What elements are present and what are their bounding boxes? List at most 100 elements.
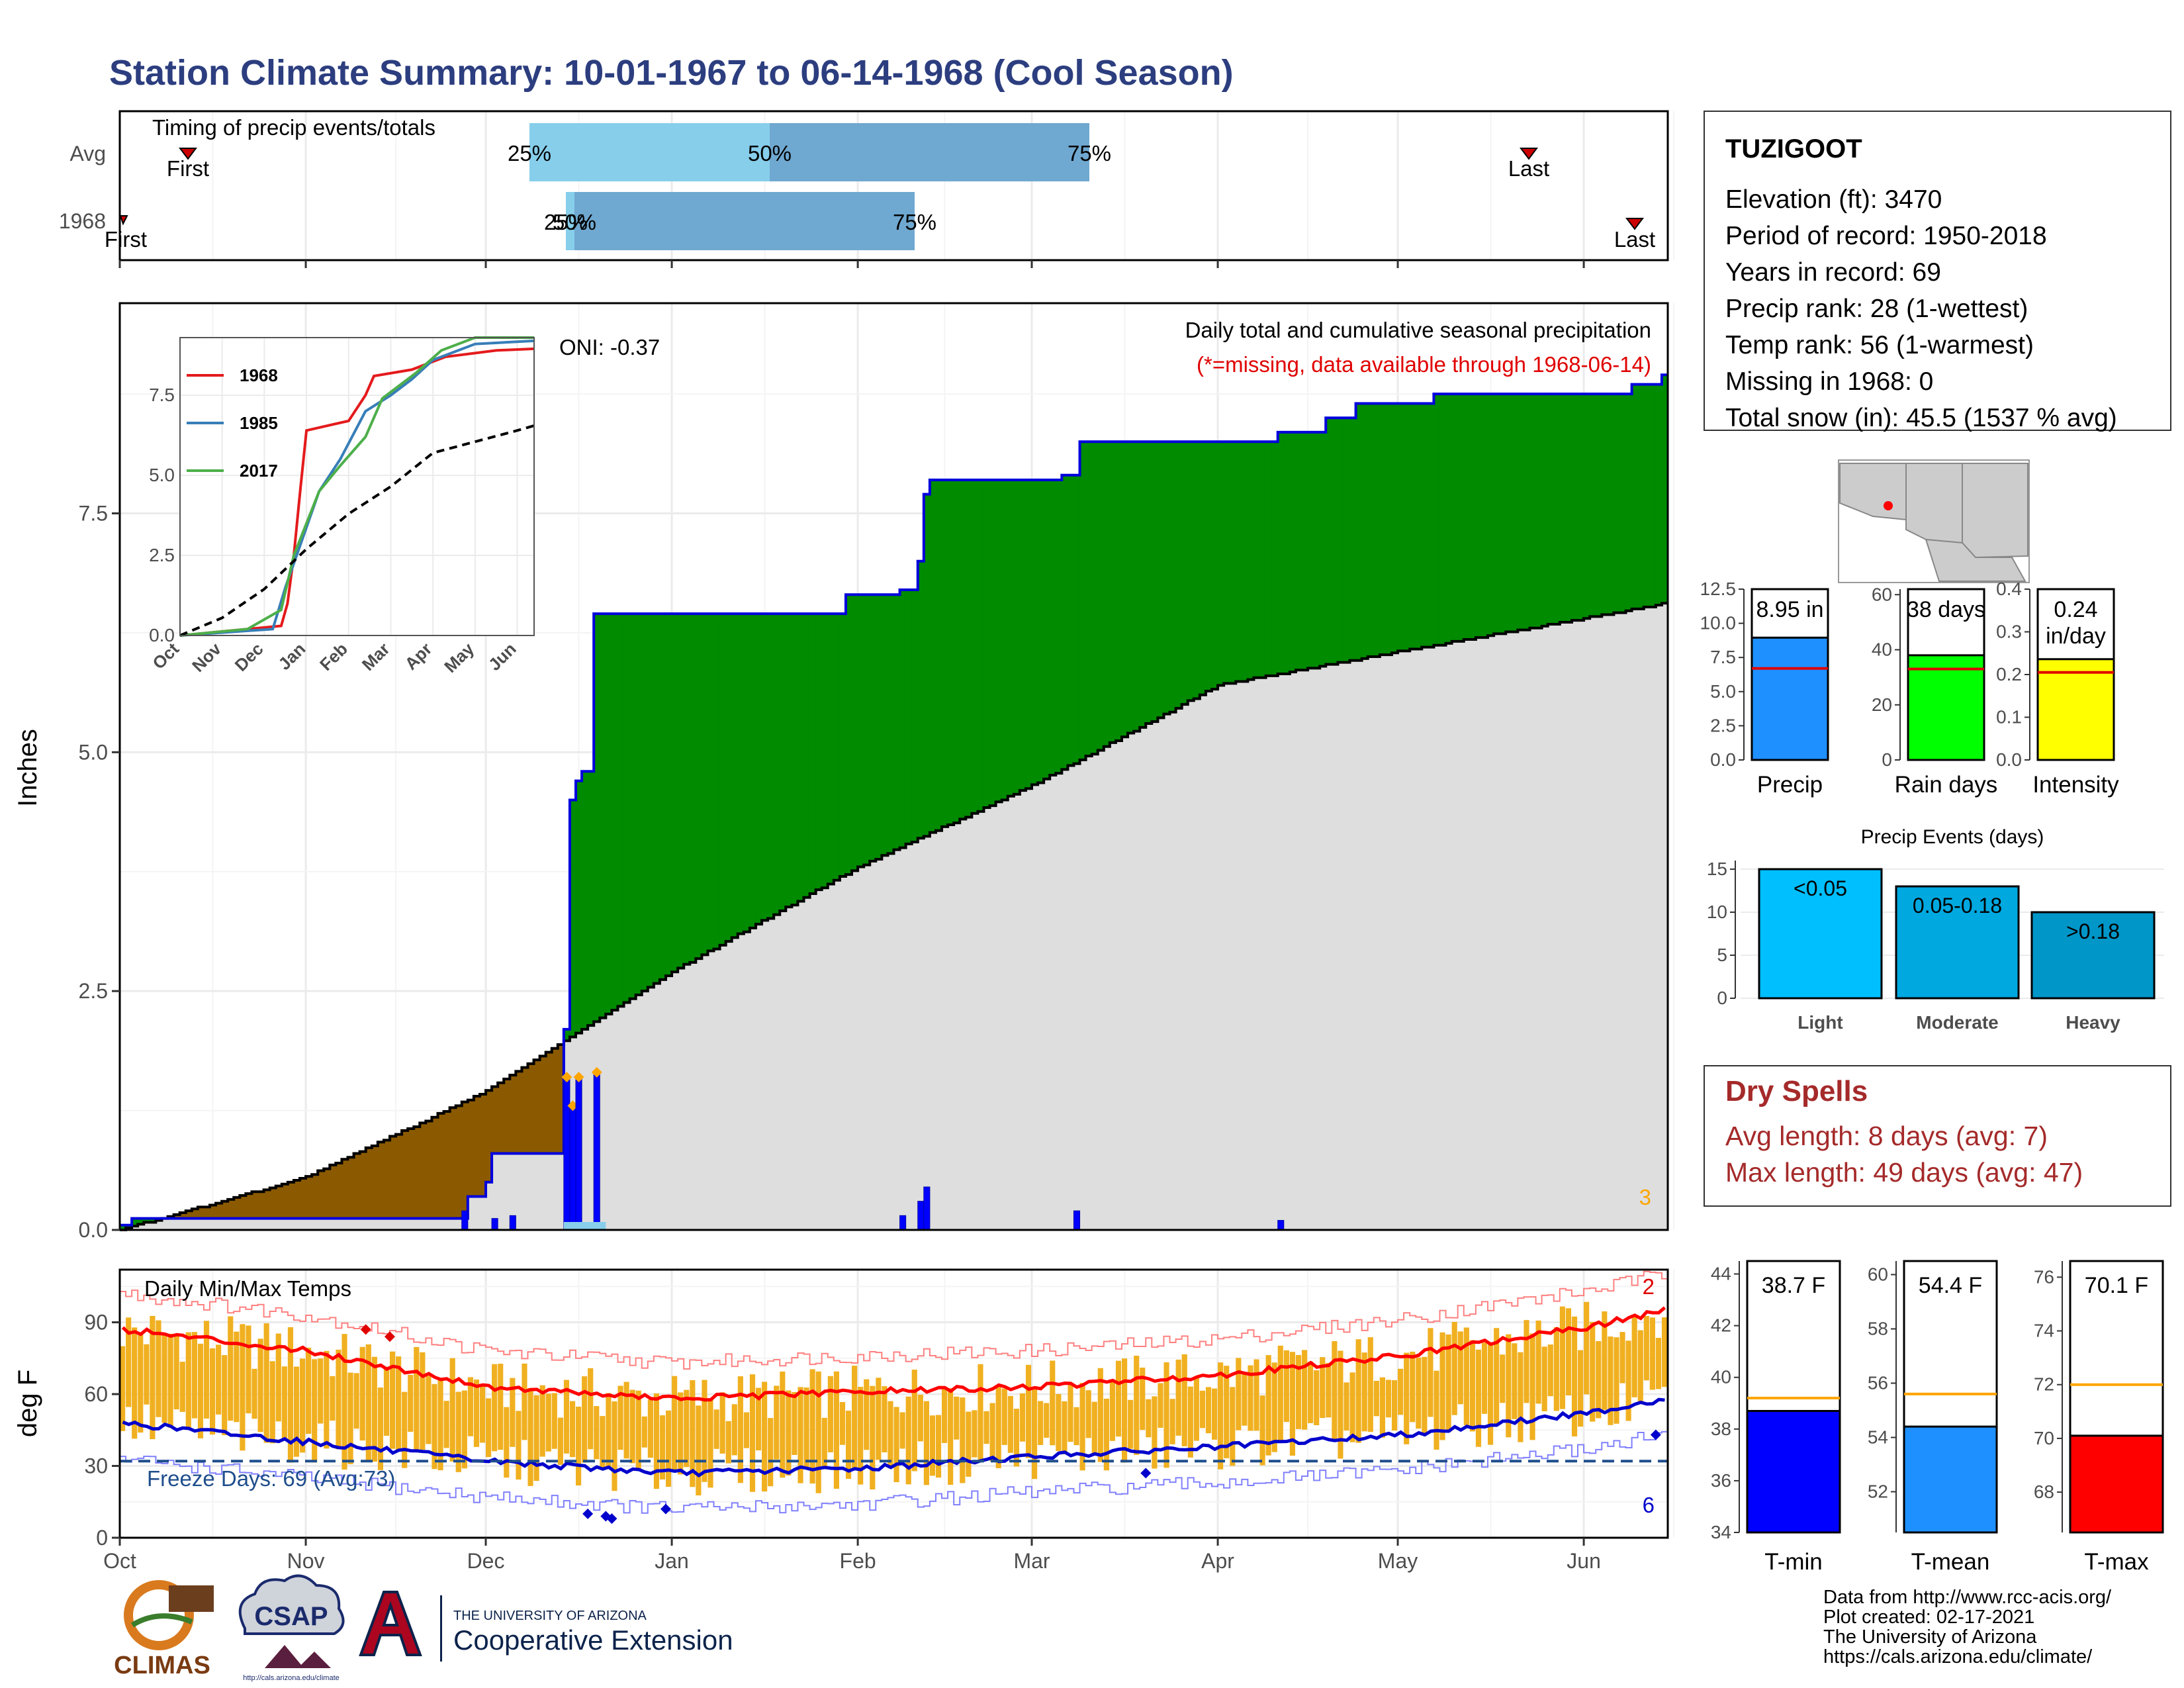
daily-temp-range-bar [1265,1355,1271,1456]
precip-surplus-area [762,614,768,921]
precip-surplus-area [803,614,811,898]
inset-legend-label: 1985 [240,413,278,433]
precip-surplus-area [1187,442,1195,701]
precip-surplus-area [713,614,721,949]
precip-surplus-area [1488,394,1494,636]
precip-deficit-area [173,1214,181,1219]
precip-deficit-area [353,1153,361,1219]
precip-surplus-area [1289,432,1297,673]
ua-logo-big-text: Cooperative Extension [453,1624,733,1656]
daily-temp-range-bar [659,1415,666,1479]
precip-event-bar [1895,885,2020,1000]
avg-p50-label: 50% [748,141,792,165]
daily-temp-range-bar [1367,1337,1373,1432]
y1968-bar-50-75 [574,192,915,250]
precip-surplus-area [755,614,762,925]
daily-temp-range-bar [1619,1332,1625,1383]
daily-temp-range-bar [1025,1364,1032,1458]
climas-logo: CLIMAS [114,1580,214,1679]
daily-temp-range-bar [1590,1322,1596,1422]
daily-temp-range-bar [1230,1387,1236,1466]
precip-deficit-area [269,1188,277,1219]
dry-spells-title: Dry Spells [1725,1075,1868,1107]
daily-precip-bar [593,1072,600,1231]
precip-surplus-area [1596,394,1602,617]
daily-temp-range-bar [1050,1360,1056,1446]
inset-bg [180,338,534,635]
precip-surplus-area [1224,442,1230,684]
temp-bar-tick-label: 42 [1711,1315,1731,1336]
corner-count: 3 [1639,1185,1651,1209]
precip-surplus-area [1433,394,1441,645]
daily-temp-range-bar [827,1376,833,1452]
daily-temp-range-bar [960,1397,966,1483]
daily-temp-range-bar [1559,1306,1565,1409]
csap-logo: CSAP http://cals.arizona.edu/climate [238,1574,345,1682]
precip-surplus-area [1655,384,1662,606]
precip-deficit-area [185,1211,193,1219]
precip-surplus-area [1073,475,1081,764]
precip-surplus-area [899,589,907,848]
precip-surplus-area [1494,394,1500,634]
daily-temp-range-bar [600,1416,606,1469]
month-tick-label: Jan [655,1549,689,1573]
average-max-temp-line [121,1306,1666,1402]
events-y-tick-label: 10 [1707,902,1727,922]
summary-bar-tick-label: 0.2 [1996,664,2022,684]
precip-deficit-area [234,1197,240,1219]
daily-temp-range-bar [821,1417,827,1468]
precip-surplus-area [1614,394,1621,613]
daily-temp-range-bar [684,1389,690,1468]
station-elevation: Elevation (ft): 3470 [1725,185,1942,214]
precip-deficit-area [306,1176,312,1219]
precip-deficit-area [426,1121,433,1219]
precip-y-tick-label: 7.5 [79,502,108,526]
summary-bar-tick-label: 2.5 [1710,715,1736,735]
daily-temp-range-bar [852,1366,858,1468]
daily-temp-range-bar [737,1376,743,1483]
precip-surplus-area [1205,442,1212,691]
daily-temp-range-bar [665,1410,672,1487]
precip-deficit-area [263,1190,271,1219]
precip-surplus-area [582,771,588,1029]
daily-temp-range-bar [1649,1317,1655,1390]
footer-line-plot-date: Plot created: 02-17-2021 [1823,1607,2034,1628]
daily-temp-range-bar [719,1392,725,1454]
precip-surplus-area [1506,394,1512,632]
daily-temp-range-bar [138,1334,144,1433]
precip-deficit-area [191,1209,199,1219]
daily-temp-range-bar [1361,1352,1367,1432]
daily-temp-range-bar [1565,1308,1572,1396]
daily-temp-range-bar [420,1352,426,1450]
summary-bar-tick-label: 60 [1872,584,1892,604]
daily-temp-range-bar [1488,1342,1494,1445]
daily-precip-bar [509,1215,516,1231]
precip-surplus-area [1007,480,1015,796]
precip-surplus-area [1475,394,1482,638]
precip-deficit-area [527,1063,535,1154]
precip-y-tick-label: 0.0 [79,1218,108,1242]
precip-surplus-area [942,480,948,827]
precip-deficit-area [449,1107,457,1219]
temp-bar-value-label: 38.7 F [1762,1273,1825,1298]
university-logo: THE UNIVERSITY OF ARIZONA Cooperative Ex… [359,1591,733,1662]
precip-deficit-area [510,1075,516,1154]
daily-temp-range-bar [1541,1346,1547,1412]
precip-surplus-area [1025,480,1032,789]
precip-surplus-area [1410,403,1416,649]
temp-count-low: 6 [1643,1493,1655,1517]
daily-temp-range-bar [246,1325,251,1414]
daily-temp-range-bar [1439,1332,1445,1440]
events-y-tick-label: 0 [1717,988,1727,1008]
daily-temp-range-bar [1535,1320,1541,1404]
daily-temp-range-bar [972,1410,978,1458]
precip-surplus-area [1115,442,1122,741]
precip-surplus-area [1571,394,1578,621]
precip-deficit-area [299,1178,306,1219]
temp-bar-tick-label: 70 [2034,1428,2054,1448]
footer-line-data-source: Data from http://www.rcc-acis.org/ [1823,1587,2112,1608]
precip-surplus-area [126,1225,132,1229]
precip-surplus-area [120,1225,126,1230]
precip-deficit-area [228,1199,234,1219]
